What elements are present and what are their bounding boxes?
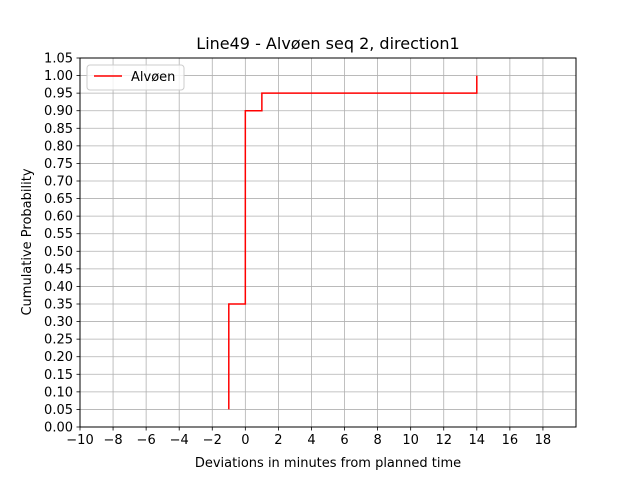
y-tick-label: 0.70	[44, 175, 73, 190]
x-tick-label: −8	[103, 433, 122, 448]
x-tick-label: 14	[469, 433, 486, 448]
y-tick-label: 0.00	[44, 421, 73, 436]
x-axis-label: Deviations in minutes from planned time	[195, 456, 461, 471]
legend-box	[86, 64, 185, 91]
y-tick-label: 0.50	[44, 245, 73, 260]
y-tick-label: 1.00	[44, 69, 73, 84]
y-tick-label: 0.80	[44, 139, 73, 154]
y-tick-label: 1.05	[44, 52, 73, 67]
plot-frame	[79, 57, 577, 428]
series-lines	[228, 75, 478, 410]
y-tick-label: 0.90	[44, 104, 73, 119]
x-tick-label: 16	[502, 433, 519, 448]
y-tick-label: 0.75	[44, 157, 73, 172]
y-tick-label: 0.45	[44, 262, 73, 277]
y-tick-label: 0.95	[44, 87, 73, 102]
series-line-alvoen	[228, 75, 478, 410]
x-tick-label: 6	[340, 433, 348, 448]
x-tick-label: 12	[435, 433, 452, 448]
x-tick-label: −10	[66, 433, 93, 448]
x-tick-label: 2	[274, 433, 282, 448]
y-tick-label: 0.65	[44, 192, 73, 207]
y-tick-label: 0.55	[44, 227, 73, 242]
chart-title: Line49 - Alvøen seq 2, direction1	[196, 34, 459, 53]
x-tick-label: −2	[203, 433, 222, 448]
x-tick-label: −6	[137, 433, 156, 448]
x-tick-label: 10	[402, 433, 419, 448]
legend-entry-label: Alvøen	[131, 70, 175, 85]
x-tick-label: 4	[307, 433, 315, 448]
y-tick-label: 0.05	[44, 403, 73, 418]
x-tick-label: 0	[241, 433, 249, 448]
y-tick-label: 0.30	[44, 315, 73, 330]
y-tick-label: 0.10	[44, 385, 73, 400]
x-tick-label: 8	[373, 433, 381, 448]
y-tick-label: 0.20	[44, 350, 73, 365]
legend: Alvøen	[86, 64, 185, 91]
x-tick-label: −4	[170, 433, 189, 448]
y-tick-label: 0.15	[44, 368, 73, 383]
grid-lines	[79, 57, 576, 428]
y-tick-label: 0.25	[44, 333, 73, 348]
x-axis-ticks: −10 −8 −6 −4 −2 0 2 4 6 8 10 12 14 16 18	[66, 427, 551, 448]
y-tick-label: 0.85	[44, 122, 73, 137]
y-axis-label: Cumulative Probability	[20, 168, 35, 315]
x-tick-label: 18	[535, 433, 552, 448]
y-axis-ticks: 0.00 0.05 0.10 0.15 0.20 0.25 0.30 0.35 0.40 0.45…	[44, 52, 80, 436]
y-tick-label: 0.35	[44, 298, 73, 313]
y-tick-label: 0.60	[44, 210, 73, 225]
y-tick-label: 0.40	[44, 280, 73, 295]
